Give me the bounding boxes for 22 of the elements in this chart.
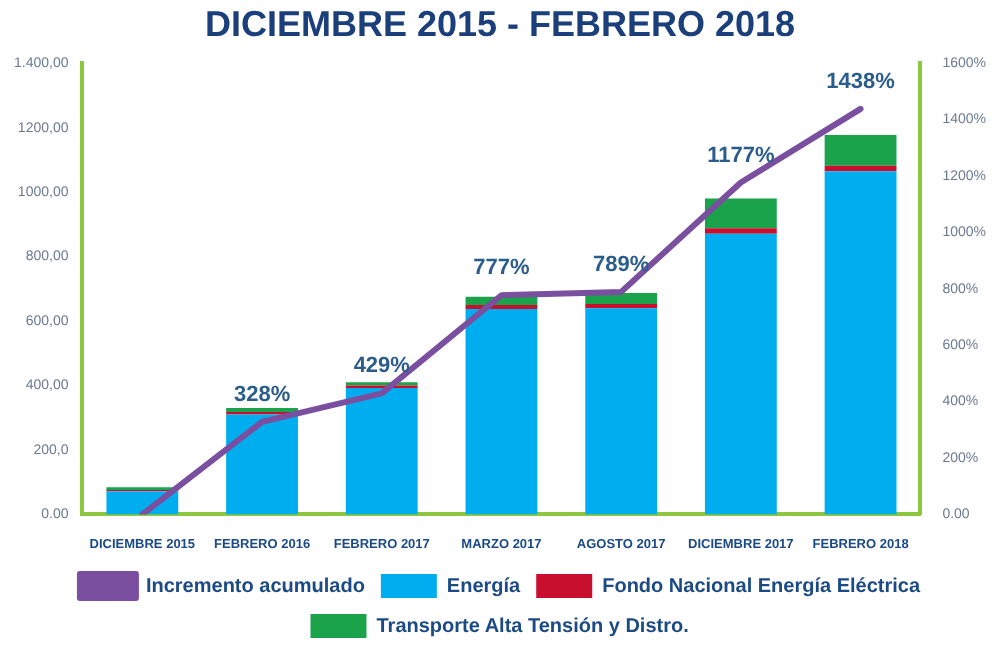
bar	[345, 388, 418, 515]
bar	[824, 135, 897, 166]
bar	[226, 414, 298, 515]
bar	[704, 228, 777, 234]
bar	[824, 165, 897, 172]
data-label: 328%	[233, 382, 291, 407]
bar	[585, 303, 658, 309]
legend-label: Incremento acumulado	[145, 575, 365, 598]
data-label: 777%	[473, 256, 531, 281]
legend-label: Energía	[446, 575, 522, 598]
bar	[465, 309, 538, 515]
chart-title: DICIEMBRE 2015 - FEBRERO 2018	[204, 3, 796, 44]
legend-label: Transporte Alta Tensión y Distro.	[376, 615, 690, 638]
data-label: 429%	[353, 354, 411, 379]
bar	[824, 171, 897, 515]
data-label: 1438%	[826, 69, 896, 94]
data-label: 1177%	[707, 143, 775, 168]
bar	[585, 308, 658, 515]
bar	[704, 233, 777, 515]
data-label: 789%	[593, 252, 650, 277]
legend-label: Fondo Nacional Energía Eléctrica	[602, 575, 921, 598]
bar	[704, 198, 777, 229]
